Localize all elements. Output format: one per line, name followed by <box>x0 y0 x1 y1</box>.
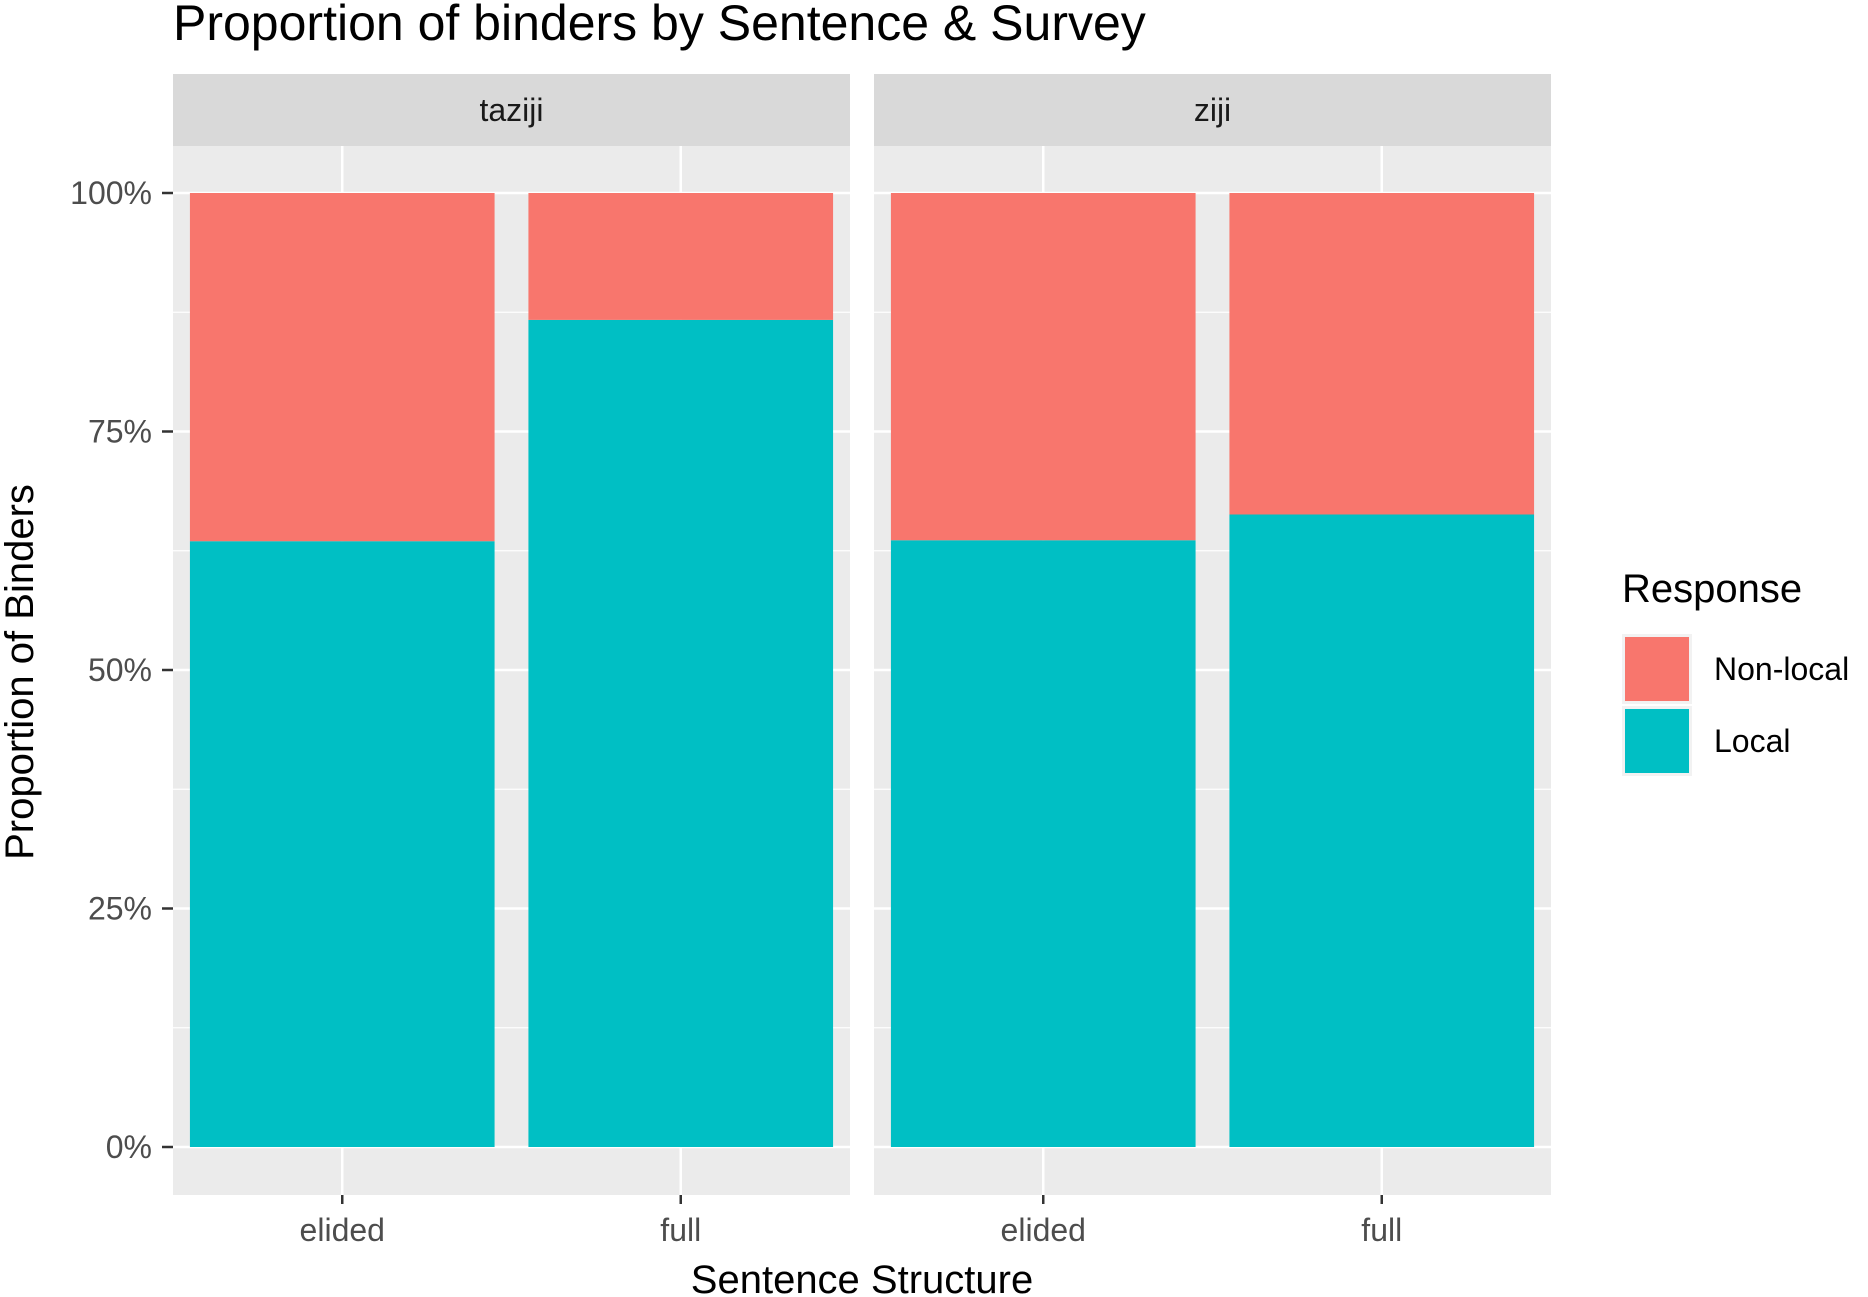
legend-label: Non-local <box>1714 651 1849 687</box>
y-tick-label: 25% <box>88 891 152 927</box>
bar-local-elided <box>890 540 1196 1147</box>
x-tick-label: elided <box>1001 1212 1086 1248</box>
strip-background <box>173 74 850 146</box>
legend: Response Non-local Local <box>1622 567 1849 776</box>
x-tick-label: elided <box>300 1212 385 1248</box>
strip-background <box>874 74 1551 146</box>
y-axis: 0% 25% 50% 75% 100% <box>70 175 173 1165</box>
y-tick-label: 50% <box>88 652 152 688</box>
bar-non-local-full <box>1229 193 1535 515</box>
legend-swatch-local <box>1625 709 1689 773</box>
panel-ziji: ziji elided full <box>874 74 1551 1248</box>
y-tick-label: 100% <box>70 175 152 211</box>
y-axis-title: Proportion of Binders <box>0 484 42 860</box>
bar-non-local-elided <box>890 193 1196 541</box>
y-tick-label: 75% <box>88 414 152 450</box>
legend-title: Response <box>1622 567 1802 611</box>
facet-label: taziji <box>479 92 543 128</box>
x-axis-title: Sentence Structure <box>691 1258 1033 1297</box>
bar-non-local-full <box>528 193 834 320</box>
x-tick-label: full <box>660 1212 701 1248</box>
bar-local-full <box>1229 514 1535 1147</box>
y-tick-label: 0% <box>106 1129 152 1165</box>
bar-local-full <box>528 319 834 1148</box>
facet-label: ziji <box>1194 92 1231 128</box>
legend-swatch-non-local <box>1625 637 1689 701</box>
facet-panels: taziji elided full ziji elided full <box>173 74 1551 1248</box>
bar-local-elided <box>189 541 495 1147</box>
legend-label: Local <box>1714 723 1791 759</box>
panel-taziji: taziji elided full <box>173 74 850 1248</box>
x-tick-label: full <box>1361 1212 1402 1248</box>
bar-non-local-elided <box>189 193 495 542</box>
chart-title: Proportion of binders by Sentence & Surv… <box>173 0 1146 51</box>
